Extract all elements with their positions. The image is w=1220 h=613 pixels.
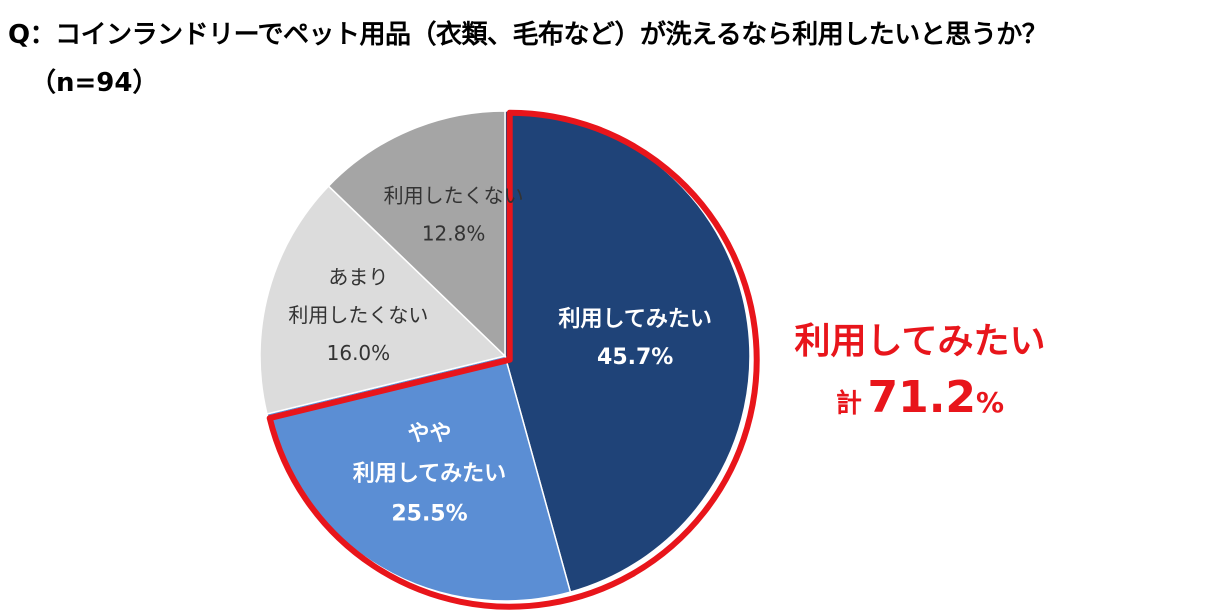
total-line: 計 71.2% [790, 372, 1050, 423]
slice-1-label: 利用してみたい [353, 461, 506, 486]
total-prefix: 計 [835, 389, 862, 419]
total-value: 71.2 [867, 372, 977, 423]
slice-2-label: 利用したくない [288, 303, 428, 327]
chart-title: Q：コインランドリーでペット用品（衣類、毛布など）が洗えるなら利用したいと思うか… [8, 20, 1048, 50]
slice-3-value: 12.8% [422, 222, 486, 246]
total-unit: % [976, 386, 1005, 419]
pie-slice-3 [327, 110, 506, 358]
slice-2-label: あまり [328, 265, 388, 289]
slice-1-label: やや [407, 421, 451, 446]
slice-0-value: 45.7% [597, 345, 673, 370]
slice-1-value: 25.5% [391, 501, 467, 526]
slice-3-label: 利用したくない [384, 184, 524, 208]
highlight-outline [266, 109, 760, 610]
pie-slice-2 [259, 184, 507, 415]
slice-0-label: 利用してみたい [559, 307, 712, 332]
total-label: 利用してみたい [794, 321, 1046, 362]
chart-subtitle: （n=94） [30, 68, 159, 98]
total-callout: 利用してみたい 計 71.2% [790, 320, 1050, 423]
slice-2-value: 16.0% [327, 341, 391, 365]
